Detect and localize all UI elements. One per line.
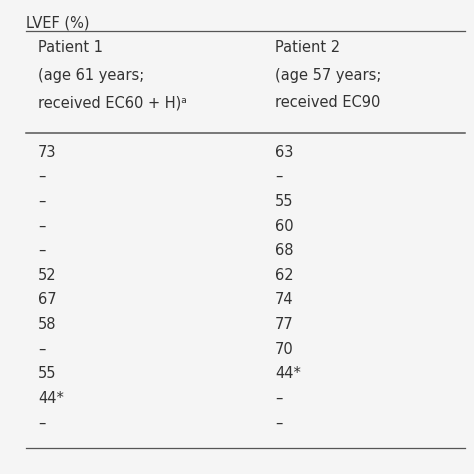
Text: 44*: 44* — [275, 366, 301, 382]
Text: –: – — [38, 243, 46, 258]
Text: (age 57 years;: (age 57 years; — [275, 68, 381, 83]
Text: Patient 1: Patient 1 — [38, 40, 103, 55]
Text: 74: 74 — [275, 292, 293, 308]
Text: 58: 58 — [38, 317, 56, 332]
Text: 73: 73 — [38, 145, 56, 160]
Text: 68: 68 — [275, 243, 293, 258]
Text: 52: 52 — [38, 268, 56, 283]
Text: 44*: 44* — [38, 391, 64, 406]
Text: 77: 77 — [275, 317, 294, 332]
Text: –: – — [38, 342, 46, 357]
Text: 70: 70 — [275, 342, 294, 357]
Text: 67: 67 — [38, 292, 56, 308]
Text: –: – — [275, 416, 283, 431]
Text: –: – — [275, 391, 283, 406]
Text: Patient 2: Patient 2 — [275, 40, 340, 55]
Text: –: – — [275, 169, 283, 184]
Text: LVEF (%): LVEF (%) — [26, 15, 90, 30]
Text: 60: 60 — [275, 219, 293, 234]
Text: 63: 63 — [275, 145, 293, 160]
Text: (age 61 years;: (age 61 years; — [38, 68, 144, 83]
Text: 55: 55 — [38, 366, 56, 382]
Text: received EC90: received EC90 — [275, 95, 380, 110]
Text: –: – — [38, 169, 46, 184]
Text: –: – — [38, 219, 46, 234]
Text: –: – — [38, 194, 46, 209]
Text: received EC60 + H)ᵃ: received EC60 + H)ᵃ — [38, 95, 187, 110]
Text: 55: 55 — [275, 194, 293, 209]
Text: 62: 62 — [275, 268, 293, 283]
Text: –: – — [38, 416, 46, 431]
